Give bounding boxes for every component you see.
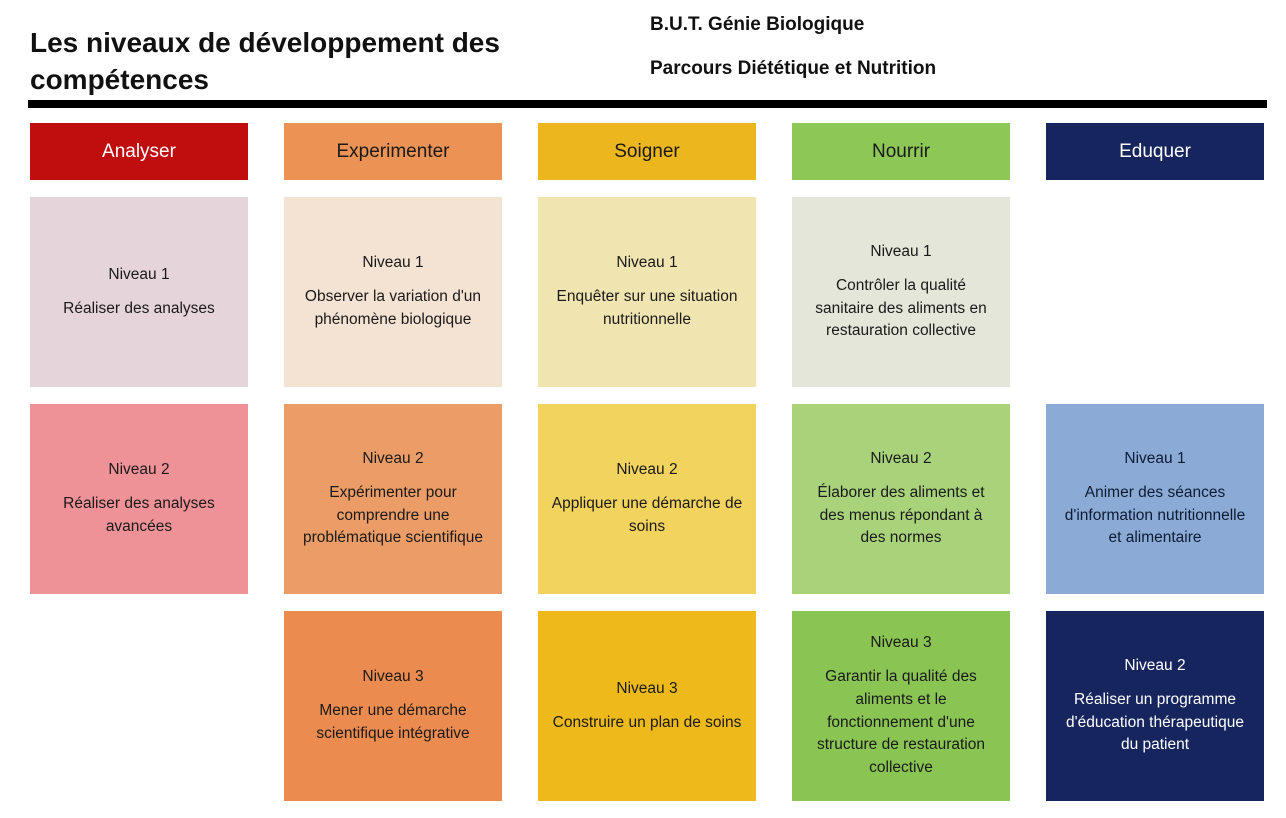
card-analyser-niveau-2: Niveau 2 Réaliser des analyses avancées [30, 404, 248, 594]
card-level: Niveau 2 [870, 449, 932, 467]
column-header-experimenter: Experimenter [284, 123, 502, 180]
card-experimenter-niveau-2: Niveau 2 Expérimenter pour comprendre un… [284, 404, 502, 594]
card-level: Niveau 2 [362, 449, 424, 467]
program-subtitle: B.U.T. Génie Biologique Parcours Diététi… [650, 14, 936, 80]
card-soigner-niveau-2: Niveau 2 Appliquer une démarche de soins [538, 404, 756, 594]
card-eduquer-niveau-1: Niveau 1 Animer des séances d'informatio… [1046, 404, 1264, 594]
card-description: Réaliser un programme d'éducation thérap… [1066, 690, 1244, 754]
card-description: Expérimenter pour comprendre une problém… [302, 483, 484, 547]
card-level: Niveau 1 [362, 254, 424, 272]
card-experimenter-niveau-1: Niveau 1 Observer la variation d'un phén… [284, 197, 502, 387]
card-description: Construire un plan de soins [552, 713, 742, 731]
competency-grid: Analyser Experimenter Soigner Nourrir Ed… [30, 123, 1264, 801]
card-description: Réaliser des analyses [63, 299, 215, 317]
program-name: B.U.T. Génie Biologique [650, 14, 865, 35]
card-level: Niveau 3 [870, 634, 932, 652]
card-nourrir-niveau-2: Niveau 2 Élaborer des aliments et des me… [792, 404, 1010, 594]
card-description: Élaborer des aliments et des menus répon… [817, 483, 985, 547]
card-nourrir-niveau-1: Niveau 1 Contrôler la qualité sanitaire … [792, 197, 1010, 387]
card-description: Mener une démarche scientifique intégrat… [316, 702, 470, 742]
card-description: Animer des séances d'information nutriti… [1064, 483, 1246, 547]
card-analyser-niveau-1: Niveau 1 Réaliser des analyses [30, 197, 248, 387]
card-level: Niveau 1 [108, 265, 170, 283]
card-description: Garantir la qualité des aliments et le f… [816, 667, 985, 777]
card-description: Contrôler la qualité sanitaire des alime… [815, 276, 987, 340]
card-soigner-niveau-1: Niveau 1 Enquêter sur une situation nutr… [538, 197, 756, 387]
program-track: Parcours Diététique et Nutrition [650, 58, 937, 79]
card-level: Niveau 2 [108, 461, 170, 479]
card-description: Enquêter sur une situation nutritionnell… [556, 288, 738, 328]
divider-bar [28, 100, 1267, 108]
card-level: Niveau 1 [1124, 449, 1186, 467]
card-description: Appliquer une démarche de soins [551, 495, 743, 535]
card-soigner-niveau-3: Niveau 3 Construire un plan de soins [538, 611, 756, 801]
column-header-nourrir: Nourrir [792, 123, 1010, 180]
card-level: Niveau 2 [1124, 656, 1186, 674]
card-level: Niveau 1 [870, 242, 932, 260]
card-description: Observer la variation d'un phénomène bio… [304, 288, 482, 328]
column-header-soigner: Soigner [538, 123, 756, 180]
column-header-analyser: Analyser [30, 123, 248, 180]
card-experimenter-niveau-3: Niveau 3 Mener une démarche scientifique… [284, 611, 502, 801]
card-nourrir-niveau-3: Niveau 3 Garantir la qualité des aliment… [792, 611, 1010, 801]
card-level: Niveau 2 [616, 461, 678, 479]
card-level: Niveau 1 [616, 254, 678, 272]
card-level: Niveau 3 [362, 668, 424, 686]
card-level: Niveau 3 [616, 679, 678, 697]
card-description: Réaliser des analyses avancées [63, 495, 215, 535]
card-eduquer-niveau-2: Niveau 2 Réaliser un programme d'éducati… [1046, 611, 1264, 801]
page-title: Les niveaux de développement des compéte… [30, 26, 500, 95]
column-header-eduquer: Eduquer [1046, 123, 1264, 180]
